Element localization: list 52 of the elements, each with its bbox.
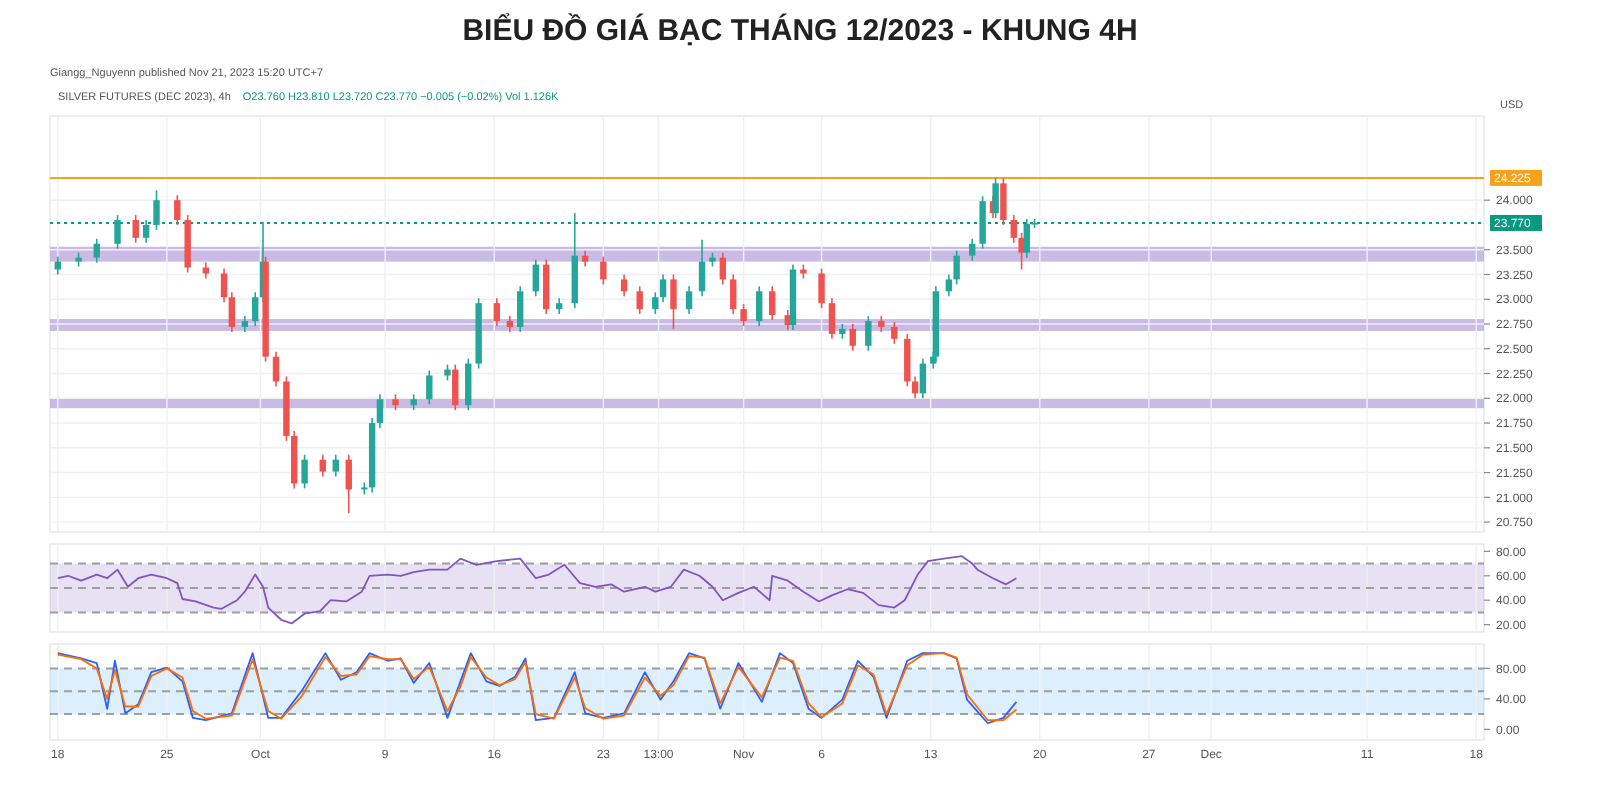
candlestick: [740, 303, 747, 327]
candlestick: [345, 453, 352, 514]
candlestick: [979, 195, 986, 250]
candlestick: [132, 214, 139, 244]
candlestick: [184, 214, 191, 274]
candlestick: [542, 258, 550, 315]
candlestick: [301, 453, 308, 490]
candlestick: [685, 285, 693, 315]
candlestick: [730, 273, 737, 315]
candlestick: [670, 273, 677, 330]
candlestick: [426, 369, 433, 406]
candlestick: [376, 393, 384, 429]
candlestick: [719, 251, 727, 286]
candlestick: [332, 453, 339, 478]
candlestick: [659, 273, 667, 304]
candlestick: [969, 238, 976, 262]
candlestick: [228, 291, 236, 333]
candlestick: [620, 273, 628, 298]
candlestick: [220, 267, 228, 304]
candlestick: [465, 357, 472, 411]
candlestick: [114, 214, 121, 250]
candlestick: [1023, 218, 1030, 259]
chart-title: BIỂU ĐỒ GIÁ BẠC THÁNG 12/2023 - KHUNG 4H: [462, 12, 1138, 48]
candlestick: [272, 350, 280, 388]
candlestick: [252, 291, 259, 327]
line-series: [56, 555, 1018, 625]
candlestick: [493, 297, 501, 327]
candlestick: [452, 363, 459, 411]
candlestick: [142, 219, 150, 244]
candlestick: [1000, 177, 1007, 226]
candlestick: [517, 285, 524, 333]
candlestick: [174, 194, 181, 226]
candlestick: [532, 258, 539, 298]
candlestick: [919, 357, 927, 400]
candlestick: [911, 375, 919, 400]
candlestick: [865, 315, 872, 352]
candlestick: [652, 291, 659, 315]
candlestick: [153, 189, 160, 231]
candlestick: [571, 212, 578, 309]
candlestick: [600, 255, 607, 286]
candlestick: [828, 297, 836, 340]
candlestick: [769, 285, 776, 321]
candlestick: [992, 177, 999, 219]
candlestick: [698, 239, 706, 298]
candlestick: [818, 267, 825, 309]
candlestick: [319, 453, 326, 478]
candlestick: [756, 285, 763, 327]
candlestick: [904, 333, 911, 388]
candlestick: [636, 285, 643, 315]
candlestick: [93, 238, 100, 264]
candlestick: [891, 321, 898, 345]
candlestick: [849, 323, 856, 352]
